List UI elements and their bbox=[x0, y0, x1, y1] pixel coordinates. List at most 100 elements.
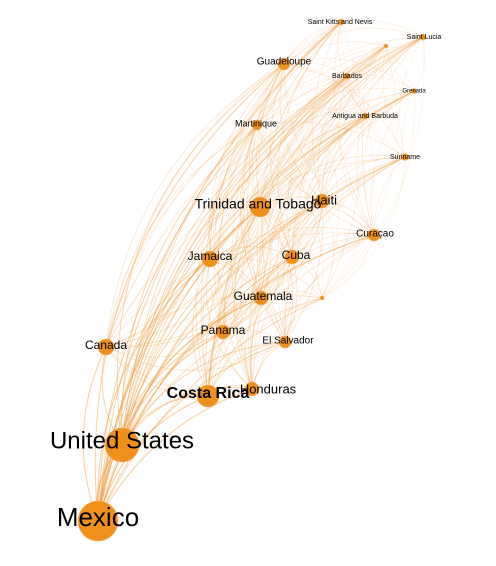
edge-canada-saint-vincent bbox=[105, 45, 387, 348]
edge-mexico-jamaica bbox=[97, 258, 211, 522]
edge-curacao-saint-kitts-and-nevis bbox=[334, 21, 375, 236]
edge-costa-rica-cuba bbox=[207, 256, 293, 397]
label-honduras: Honduras bbox=[240, 381, 297, 396]
edge-el-salvador-canada bbox=[105, 341, 286, 371]
edge-canada-sint-maarten bbox=[105, 293, 323, 348]
edge-saint-lucia-grenada bbox=[413, 36, 426, 92]
edge-cuba-suriname bbox=[291, 156, 406, 258]
edge-panama-sint-maarten bbox=[222, 295, 323, 333]
edge-jamaica-saint-kitts-and-nevis bbox=[209, 21, 342, 260]
graph-nodes bbox=[77, 18, 427, 542]
label-cuba: Cuba bbox=[282, 248, 311, 262]
edge-el-salvador-guadeloupe bbox=[242, 63, 286, 343]
edge-united-states-barbados bbox=[121, 75, 348, 446]
edge-guatemala-antigua-and-barbuda bbox=[260, 115, 366, 299]
edge-guatemala-curacao bbox=[260, 234, 375, 299]
edge-jamaica-sint-maarten bbox=[209, 257, 323, 299]
label-haiti: Haiti bbox=[311, 192, 337, 207]
edge-canada-saint-kitts-and-nevis bbox=[105, 21, 342, 348]
node-united-states[interactable] bbox=[104, 427, 140, 463]
edge-antigua-and-barbuda-saint-kitts-and-nevis bbox=[338, 21, 366, 117]
edge-guatemala-saint-kitts-and-nevis bbox=[256, 21, 342, 299]
edge-el-salvador-saint-kitts-and-nevis bbox=[261, 21, 342, 343]
edge-panama-saint-lucia bbox=[222, 36, 424, 333]
edge-trinidad-and-tobago-antigua-and-barbuda bbox=[259, 115, 366, 208]
node-saint-kitts-and-nevis[interactable] bbox=[337, 18, 345, 26]
edge-cuba-saint-kitts-and-nevis bbox=[277, 21, 342, 258]
edge-haiti-antigua-and-barbuda bbox=[321, 115, 366, 202]
edge-guatemala-suriname bbox=[260, 156, 406, 299]
label-guadeloupe: Guadeloupe bbox=[257, 57, 312, 68]
edge-haiti-barbados bbox=[318, 75, 348, 202]
node-grenada[interactable] bbox=[411, 88, 417, 94]
node-costa-rica[interactable] bbox=[196, 384, 220, 408]
edge-barbados-sint-maarten bbox=[321, 75, 360, 299]
label-trinidad-and-tobago: Trinidad and Tobago bbox=[195, 196, 322, 212]
edge-curacao-antigua-and-barbuda bbox=[355, 115, 375, 236]
edge-costa-rica-guatemala bbox=[207, 297, 262, 397]
edge-curacao-guadeloupe bbox=[283, 63, 375, 236]
edge-haiti-suriname bbox=[321, 156, 406, 202]
edge-mexico-el-salvador bbox=[97, 341, 286, 522]
node-barbados[interactable] bbox=[343, 72, 351, 80]
edge-martinique-grenada bbox=[256, 87, 415, 126]
node-trinidad-and-tobago[interactable] bbox=[249, 196, 271, 218]
edge-canada-guadeloupe bbox=[105, 63, 285, 348]
edge-mexico-sint-maarten bbox=[97, 297, 323, 522]
label-martinique: Martinique bbox=[235, 118, 277, 128]
edge-mexico-canada bbox=[82, 346, 107, 522]
edge-cuba-canada bbox=[105, 256, 293, 348]
edge-canada-barbados bbox=[105, 75, 348, 348]
node-saint-lucia[interactable] bbox=[419, 33, 427, 41]
edge-cuba-saint-vincent bbox=[291, 45, 387, 258]
edge-trinidad-and-tobago-saint-vincent bbox=[259, 45, 387, 208]
node-saint-vincent[interactable] bbox=[383, 43, 389, 49]
edge-guadeloupe-grenada bbox=[283, 58, 415, 92]
edge-honduras-saint-lucia bbox=[251, 36, 424, 390]
edge-united-states-martinique bbox=[121, 124, 258, 446]
edge-mexico-martinique bbox=[97, 124, 258, 522]
edge-curacao-barbados bbox=[338, 75, 375, 236]
edge-saint-kitts-and-nevis-saint-vincent bbox=[340, 21, 387, 47]
edge-haiti-panama bbox=[222, 200, 323, 333]
edge-trinidad-and-tobago-grenada bbox=[259, 90, 415, 208]
edge-honduras-canada bbox=[105, 346, 253, 394]
edge-haiti-saint-lucia bbox=[321, 36, 424, 202]
edge-martinique-sint-maarten bbox=[256, 124, 324, 299]
node-suriname[interactable] bbox=[401, 153, 409, 161]
edge-el-salvador-martinique bbox=[241, 124, 286, 343]
node-haiti[interactable] bbox=[314, 193, 330, 209]
node-jamaica[interactable] bbox=[201, 250, 219, 268]
node-canada[interactable] bbox=[97, 338, 115, 356]
edge-canada-suriname bbox=[105, 156, 406, 348]
node-sint-maarten[interactable] bbox=[319, 295, 325, 301]
edge-suriname-antigua-and-barbuda bbox=[364, 115, 406, 158]
node-honduras[interactable] bbox=[244, 381, 260, 397]
node-el-salvador[interactable] bbox=[278, 335, 292, 349]
node-mexico[interactable] bbox=[77, 500, 119, 542]
node-cuba[interactable] bbox=[284, 249, 300, 265]
edge-guadeloupe-suriname bbox=[283, 63, 406, 158]
edge-united-states-haiti bbox=[121, 200, 323, 446]
label-panama: Panama bbox=[201, 323, 246, 337]
edge-haiti-saint-kitts-and-nevis bbox=[312, 21, 342, 202]
edge-united-states-jamaica bbox=[120, 258, 211, 446]
edge-guadeloupe-antigua-and-barbuda bbox=[283, 63, 366, 117]
edge-canada-curacao bbox=[105, 232, 375, 348]
edge-mexico-curacao bbox=[97, 234, 375, 522]
node-guadeloupe[interactable] bbox=[277, 57, 291, 71]
edge-trinidad-and-tobago-saint-kitts-and-nevis bbox=[257, 21, 342, 208]
edge-costa-rica-canada bbox=[105, 346, 209, 397]
edge-honduras-jamaica bbox=[206, 258, 253, 390]
edge-suriname-saint-vincent bbox=[382, 45, 406, 158]
edge-united-states-honduras bbox=[121, 387, 253, 446]
node-curacao[interactable] bbox=[367, 228, 381, 242]
node-panama[interactable] bbox=[215, 324, 231, 340]
edge-mexico-guatemala bbox=[97, 297, 262, 522]
node-antigua-and-barbuda[interactable] bbox=[361, 112, 369, 120]
node-guatemala[interactable] bbox=[253, 290, 269, 306]
edge-cuba-saint-lucia bbox=[291, 36, 424, 258]
node-martinique[interactable] bbox=[251, 119, 263, 131]
edge-curacao-saint-lucia bbox=[363, 36, 424, 236]
edge-el-salvador-curacao bbox=[284, 234, 375, 343]
